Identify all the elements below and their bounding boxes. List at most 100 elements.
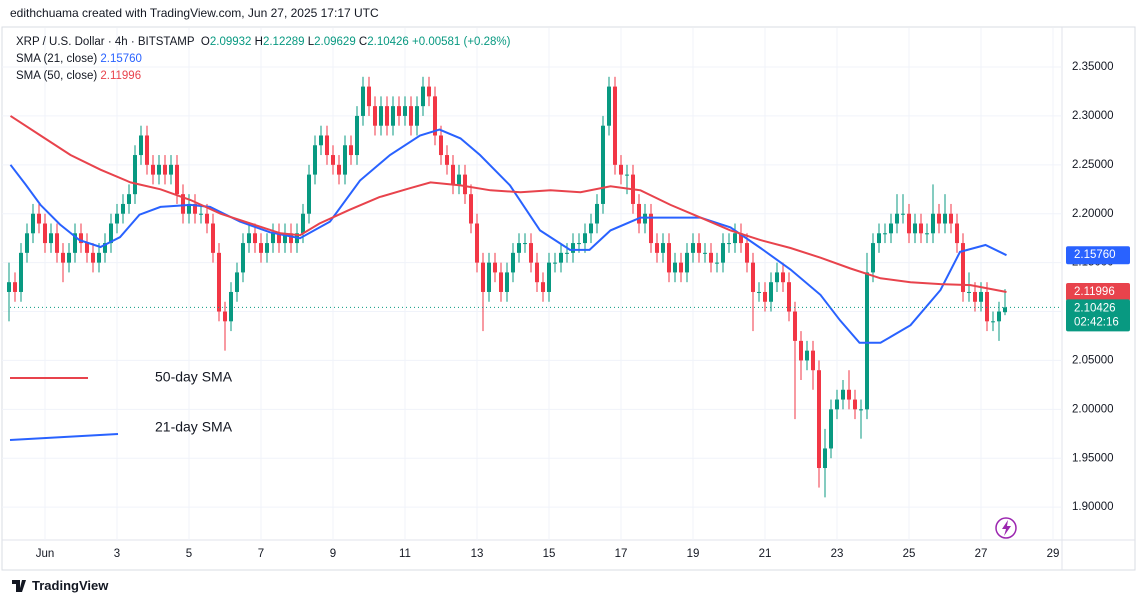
candle-body — [366, 86, 371, 107]
candle-body — [402, 106, 407, 116]
price-tag — [1066, 299, 1130, 332]
candle-body — [696, 243, 701, 253]
candle-body — [522, 243, 527, 245]
candle-body — [636, 203, 641, 224]
candle-body — [150, 164, 155, 175]
candle-body — [468, 194, 473, 224]
candle-body — [912, 223, 917, 234]
candle-body — [708, 252, 713, 263]
candle-body — [612, 86, 617, 165]
candle-body — [774, 272, 779, 283]
candle-body — [648, 213, 653, 244]
attribution: edithchuama created with TradingView.com… — [10, 6, 379, 20]
candle-body — [270, 233, 275, 244]
candle-body — [210, 223, 215, 253]
candle-body — [552, 262, 557, 264]
candle-body — [996, 311, 1001, 322]
candle-body — [360, 86, 365, 116]
price-tag — [1066, 246, 1130, 265]
candle-body — [234, 272, 239, 292]
price-tag — [1066, 283, 1130, 302]
candle-body — [966, 291, 971, 293]
candle-body — [900, 213, 905, 215]
candle-body — [12, 282, 17, 292]
candle-body — [906, 213, 911, 234]
sma-line — [9, 115, 1007, 293]
candle-body — [732, 233, 737, 244]
candle-body — [78, 233, 83, 244]
candle-body — [162, 164, 167, 175]
x-tick-label: 19 — [687, 548, 700, 560]
candle-body — [252, 233, 257, 244]
candle-body — [720, 243, 725, 263]
candle-body — [762, 291, 767, 302]
candle-body — [324, 135, 329, 156]
candle-body — [492, 262, 497, 273]
candle-body — [840, 389, 845, 400]
candle-body — [72, 233, 77, 253]
legend-row: XRP / U.S. Dollar · 4h · BITSTAMP O2.099… — [16, 34, 510, 51]
candle-body — [342, 145, 347, 175]
candle-body — [30, 213, 35, 234]
sma-line — [9, 128, 1007, 344]
candle-body — [972, 291, 977, 302]
candle-body — [846, 389, 851, 400]
candle-body — [120, 203, 125, 214]
candle-body — [156, 164, 161, 175]
candle-body — [738, 233, 743, 244]
candle-body — [420, 86, 425, 107]
legend: XRP / U.S. Dollar · 4h · BITSTAMP O2.099… — [16, 34, 510, 85]
candle-body — [858, 409, 863, 411]
candle-body — [924, 233, 929, 235]
candle-body — [36, 213, 41, 224]
candle-body — [870, 243, 875, 273]
candle-body — [174, 164, 179, 195]
candle-body — [792, 311, 797, 341]
y-tick-label: 2.30000 — [1072, 110, 1114, 122]
candle-body — [918, 223, 923, 234]
annotation: 50-day SMA — [155, 369, 233, 385]
candle-body — [378, 106, 383, 126]
y-tick-label: 2.35000 — [1072, 61, 1114, 73]
legend-value: 2.11996 — [100, 70, 142, 82]
candle-body — [318, 135, 323, 146]
candle-body — [960, 243, 965, 292]
candle-body — [198, 213, 203, 215]
brand: TradingView — [32, 578, 109, 593]
candle-body — [990, 321, 995, 323]
candle-body — [780, 272, 785, 283]
candle-body — [948, 213, 953, 224]
candle-body — [1002, 307, 1007, 313]
y-tick-label: 1.95000 — [1072, 452, 1114, 464]
x-tick-label: 13 — [471, 548, 484, 560]
y-tick-label: 2.25000 — [1072, 159, 1114, 171]
candle-body — [540, 282, 545, 292]
candle-body — [108, 223, 113, 244]
candle-body — [624, 174, 629, 176]
x-tick-label: 9 — [330, 548, 336, 560]
candle-body — [228, 291, 233, 322]
candle-body — [432, 96, 437, 136]
candle-body — [954, 223, 959, 244]
candle-body — [888, 223, 893, 234]
legend-value: 2.15760 — [100, 53, 142, 65]
candle-body — [348, 145, 353, 156]
candle-body — [312, 145, 317, 175]
candle-body — [102, 243, 107, 253]
candle-body — [438, 135, 443, 156]
candle-body — [852, 399, 857, 410]
replay-icon[interactable] — [995, 517, 1017, 539]
candle-body — [450, 164, 455, 185]
candle-body — [426, 86, 431, 97]
candle-body — [984, 291, 989, 322]
x-tick-label: 11 — [399, 548, 411, 560]
candle-body — [282, 233, 287, 244]
candle-body — [822, 448, 827, 469]
candle-body — [750, 262, 755, 292]
candle-body — [66, 252, 71, 263]
candle-body — [714, 262, 719, 264]
ohlc-value: 2.09629 — [314, 36, 356, 48]
candle-body — [618, 164, 623, 175]
change: +0.00581 (+0.28%) — [412, 36, 511, 48]
candle-body — [672, 262, 677, 273]
